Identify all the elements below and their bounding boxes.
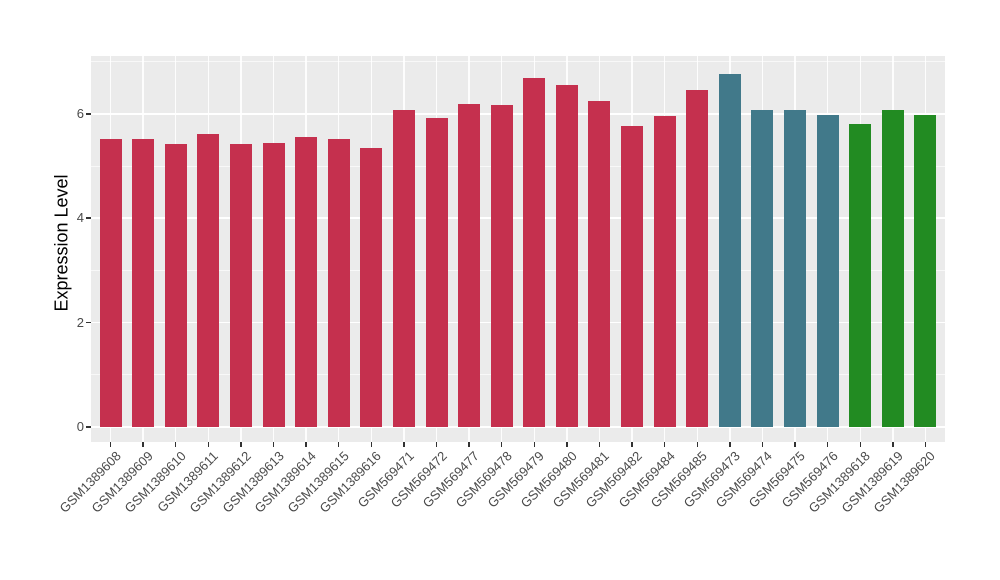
major-gridline <box>91 217 945 219</box>
bar-GSM1389609 <box>132 138 155 427</box>
y-tick-mark <box>86 426 91 428</box>
bar-GSM1389619 <box>881 109 904 427</box>
y-tick-label: 2 <box>76 314 84 330</box>
y-tick-label: 6 <box>76 105 84 121</box>
bar-GSM569474 <box>751 109 774 427</box>
x-tick-mark <box>924 442 927 447</box>
bar-GSM1389616 <box>360 148 383 427</box>
x-tick-mark <box>598 442 601 447</box>
x-tick-mark <box>403 442 405 447</box>
x-tick-mark <box>142 442 144 447</box>
bar-GSM569471 <box>392 109 415 427</box>
bar-GSM1389613 <box>262 142 285 427</box>
bar-GSM569482 <box>621 125 644 427</box>
x-tick-mark <box>305 442 307 447</box>
x-tick-mark <box>533 442 536 447</box>
x-tick-mark <box>859 442 861 447</box>
y-tick-label: 0 <box>76 419 84 434</box>
bar-GSM569480 <box>555 85 578 427</box>
x-tick-mark <box>370 442 373 447</box>
bar-GSM1389608 <box>99 139 122 427</box>
x-tick-mark <box>174 442 177 447</box>
minor-gridline <box>91 269 945 271</box>
plot-panel <box>91 56 945 442</box>
bar-GSM1389611 <box>197 133 220 427</box>
y-axis-title: Expression Level <box>51 174 72 312</box>
y-tick-mark <box>86 217 91 219</box>
bar-GSM569478 <box>490 105 513 427</box>
x-tick-mark <box>566 442 568 447</box>
x-tick-mark <box>240 442 242 447</box>
bar-GSM1389618 <box>849 124 872 427</box>
bar-GSM569484 <box>653 115 676 427</box>
bar-GSM1389620 <box>914 114 937 427</box>
bar-GSM569476 <box>816 114 839 427</box>
x-tick-mark <box>337 442 340 447</box>
x-tick-mark <box>892 442 894 447</box>
x-tick-mark <box>761 442 764 447</box>
x-tick-mark <box>826 442 829 447</box>
x-tick-mark <box>207 442 210 447</box>
bar-GSM1389615 <box>327 138 350 427</box>
major-gridline <box>91 113 945 115</box>
y-tick-label: 4 <box>76 210 84 226</box>
major-gridline <box>91 321 945 324</box>
y-tick-mark <box>86 321 91 324</box>
bar-GSM569481 <box>588 100 611 427</box>
bar-GSM569475 <box>784 110 807 427</box>
bar-GSM1389614 <box>295 136 318 427</box>
x-tick-mark <box>663 442 666 447</box>
x-tick-mark <box>272 442 275 447</box>
x-tick-mark <box>729 442 731 447</box>
x-tick-mark <box>696 442 699 447</box>
bar-GSM569485 <box>686 89 709 427</box>
bar-GSM569477 <box>458 103 481 427</box>
bar-GSM569472 <box>425 118 448 427</box>
major-gridline <box>91 426 945 428</box>
x-tick-mark <box>794 442 796 447</box>
x-tick-mark <box>500 442 503 447</box>
bar-GSM569473 <box>718 74 741 427</box>
minor-gridline <box>91 374 945 376</box>
x-tick-mark <box>631 442 633 447</box>
bar-GSM569479 <box>523 78 546 427</box>
minor-gridline <box>91 165 945 167</box>
x-tick-mark <box>109 442 112 447</box>
bar-GSM1389610 <box>164 144 187 427</box>
x-tick-mark <box>468 442 470 447</box>
x-tick-mark <box>435 442 438 447</box>
bar-GSM1389612 <box>229 143 252 427</box>
minor-gridline <box>91 61 945 63</box>
y-tick-mark <box>86 113 91 115</box>
